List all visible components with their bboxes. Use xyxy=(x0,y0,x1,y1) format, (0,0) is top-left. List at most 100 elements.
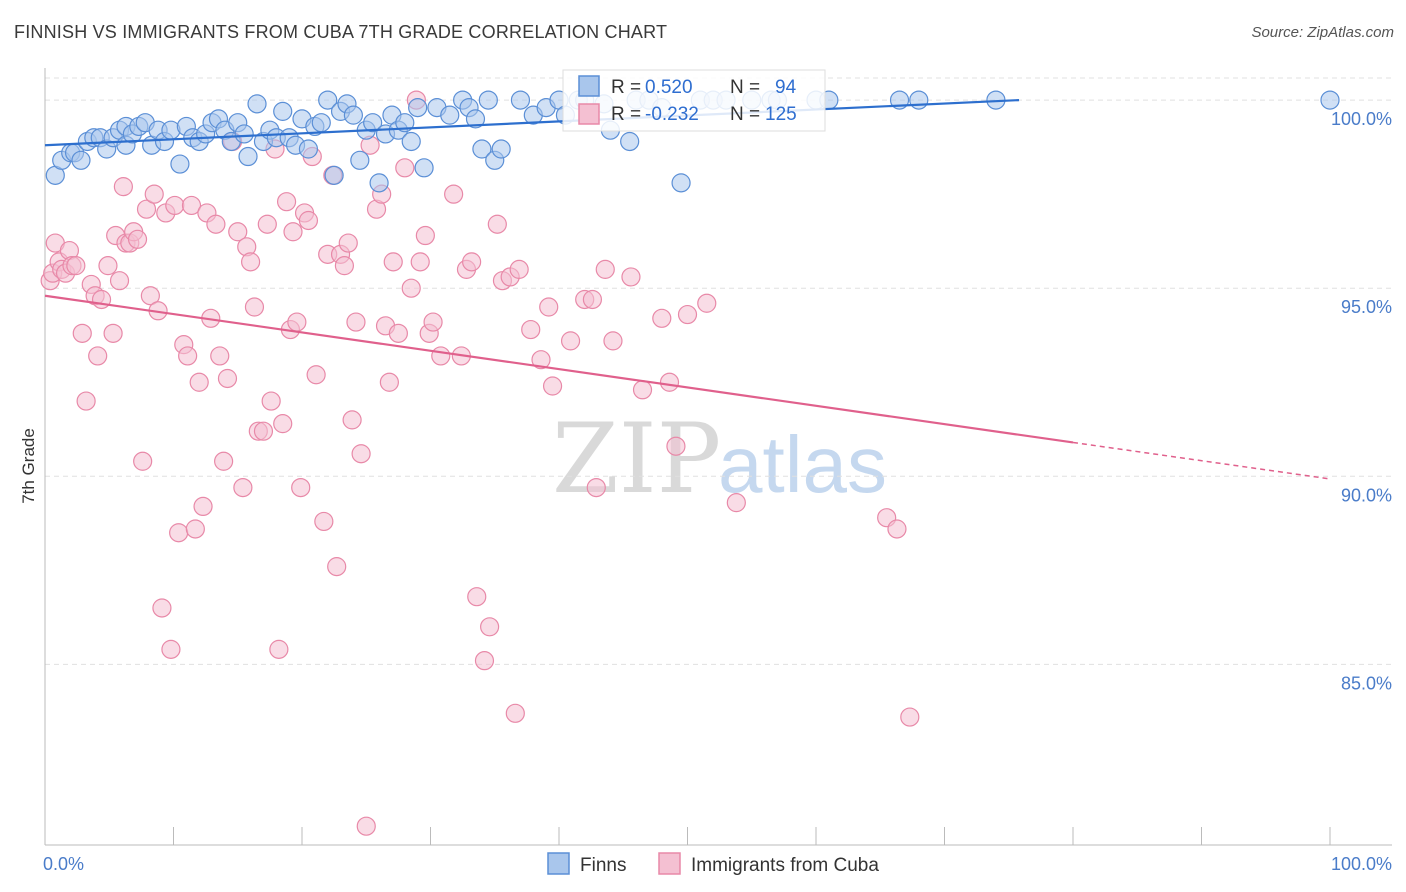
cuba-point xyxy=(677,304,698,325)
cuba-point xyxy=(395,158,415,178)
watermark-atlas: atlas xyxy=(718,420,887,509)
cuba-point xyxy=(467,587,487,607)
legend-finns-swatch xyxy=(578,75,600,97)
finns-point xyxy=(620,131,640,152)
cuba-point xyxy=(423,312,443,332)
cuba-point xyxy=(431,346,451,366)
cuba-point xyxy=(113,177,133,197)
source-label: Source: ZipAtlas.com xyxy=(1251,24,1394,41)
cuba-trend-line-extension xyxy=(1072,441,1331,480)
cuba-point xyxy=(98,256,118,276)
cuba-point xyxy=(298,210,319,231)
series-cuba-points xyxy=(40,90,920,836)
cuba-point xyxy=(383,252,403,272)
finns-point xyxy=(234,124,254,144)
legend-bottom-cuba-swatch xyxy=(658,852,681,875)
y-axis-title: 7th Grade xyxy=(19,428,38,504)
cuba-point xyxy=(560,331,581,351)
trend-lines xyxy=(44,98,1331,480)
cuba-point xyxy=(509,259,529,279)
cuba-point xyxy=(542,376,563,396)
y-tick-label: 85.0% xyxy=(1341,673,1392,693)
finns-point xyxy=(343,105,363,125)
cuba-point xyxy=(66,256,86,276)
cuba-point xyxy=(244,297,265,317)
legend-bottom: Finns Immigrants from Cuba xyxy=(547,852,879,876)
cuba-point xyxy=(505,703,525,723)
cuba-point xyxy=(652,308,672,328)
axes xyxy=(44,68,1392,846)
finns-point xyxy=(363,113,383,133)
cuba-point xyxy=(480,617,500,637)
cuba-point xyxy=(444,184,464,204)
cuba-point xyxy=(521,319,541,340)
cuba-point xyxy=(127,229,148,249)
legend-finns-r-value: 0.520 xyxy=(645,77,693,98)
cuba-point xyxy=(900,707,920,727)
cuba-point xyxy=(169,523,189,543)
cuba-point xyxy=(72,323,92,343)
cuba-point xyxy=(152,598,172,618)
cuba-point xyxy=(233,477,253,498)
cuba-point xyxy=(217,368,238,389)
cuba-point xyxy=(586,477,606,498)
cuba-point xyxy=(136,199,157,219)
finns-point xyxy=(311,113,331,133)
cuba-point xyxy=(206,214,226,234)
cuba-point xyxy=(140,286,160,306)
cuba-point xyxy=(178,346,198,366)
cuba-point xyxy=(283,222,303,242)
cuba-point xyxy=(133,451,153,471)
cuba-point xyxy=(351,444,371,464)
cuba-point xyxy=(269,639,289,659)
cuba-point xyxy=(261,391,281,411)
cuba-point xyxy=(273,414,293,434)
cuba-point xyxy=(632,380,653,400)
x-tick-label-left: 0.0% xyxy=(43,854,84,874)
finns-point xyxy=(71,150,91,170)
cuba-trend-line xyxy=(44,294,1074,444)
finns-point xyxy=(510,90,531,110)
cuba-point xyxy=(88,346,108,366)
finns-point xyxy=(318,90,338,110)
cuba-point xyxy=(388,323,408,343)
cuba-point xyxy=(415,225,435,246)
legend-cuba-swatch xyxy=(578,103,600,125)
cuba-point xyxy=(887,519,907,539)
finns-point xyxy=(465,109,486,129)
cuba-point xyxy=(214,451,234,471)
cuba-point xyxy=(287,312,307,332)
finns-point xyxy=(247,94,267,114)
cuba-point xyxy=(185,519,205,539)
finns-point xyxy=(440,105,460,125)
legend-bottom-cuba-label: Immigrants from Cuba xyxy=(691,855,879,876)
cuba-point xyxy=(595,259,615,279)
legend-finns-r-label: R = xyxy=(611,77,641,98)
cuba-point xyxy=(165,195,185,216)
cuba-point xyxy=(257,214,277,234)
x-tick-label-right: 100.0% xyxy=(1331,854,1392,874)
cuba-point xyxy=(603,331,623,351)
y-tick-labels: 100.0% 95.0% 90.0% 85.0% xyxy=(1331,109,1392,693)
finns-point xyxy=(369,173,389,193)
cuba-point xyxy=(228,222,248,242)
cuba-point xyxy=(666,436,686,456)
watermark-zip: ZIP xyxy=(552,403,721,515)
cuba-point xyxy=(189,372,209,392)
cuba-point xyxy=(379,372,399,392)
finns-point xyxy=(671,173,691,193)
cuba-point xyxy=(161,639,181,659)
cuba-point xyxy=(462,252,482,272)
cuba-point xyxy=(410,252,430,272)
finns-point xyxy=(414,158,434,178)
cuba-point xyxy=(474,651,495,671)
cuba-point xyxy=(342,410,362,430)
cuba-point xyxy=(531,350,551,370)
cuba-point xyxy=(314,511,334,532)
cuba-point xyxy=(726,493,746,513)
finns-point xyxy=(491,139,511,159)
finns-point xyxy=(170,154,190,174)
cuba-point xyxy=(582,289,603,310)
legend-cuba-n-label: N = xyxy=(730,104,760,125)
cuba-point xyxy=(659,372,680,392)
